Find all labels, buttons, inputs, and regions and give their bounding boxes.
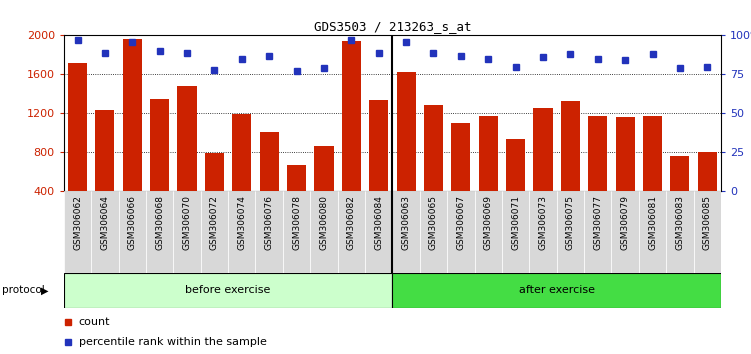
Bar (420, 191, 447, 273)
Bar (119, 191, 146, 273)
Bar (475, 191, 502, 273)
Bar (201, 191, 228, 273)
Bar (255, 191, 283, 273)
Text: GSM306082: GSM306082 (347, 195, 356, 250)
Bar (424, 104, 443, 230)
Text: GSM306073: GSM306073 (538, 195, 547, 250)
Bar (95, 110, 114, 230)
Text: GSM306085: GSM306085 (703, 195, 712, 250)
Bar (533, 108, 553, 230)
Bar (506, 138, 525, 230)
Text: protocol: protocol (2, 285, 44, 295)
Text: GSM306064: GSM306064 (101, 195, 110, 250)
Text: percentile rank within the sample: percentile rank within the sample (79, 337, 267, 347)
Text: GSM306068: GSM306068 (155, 195, 164, 250)
Text: count: count (79, 318, 110, 327)
Bar (561, 101, 580, 230)
Bar (260, 132, 279, 230)
Text: GSM306075: GSM306075 (566, 195, 575, 250)
Text: GSM306066: GSM306066 (128, 195, 137, 250)
Text: before exercise: before exercise (185, 285, 271, 295)
Bar (447, 191, 475, 273)
Text: GSM306084: GSM306084 (374, 195, 383, 250)
Bar (666, 191, 694, 273)
Text: GSM306076: GSM306076 (264, 195, 273, 250)
Bar (529, 191, 556, 273)
Text: GSM306081: GSM306081 (648, 195, 657, 250)
Bar (283, 191, 310, 273)
Text: GSM306069: GSM306069 (484, 195, 493, 250)
Text: GSM306077: GSM306077 (593, 195, 602, 250)
Bar (588, 116, 608, 230)
Bar (639, 191, 666, 273)
Text: ▶: ▶ (41, 285, 49, 295)
Bar (502, 191, 529, 273)
Text: GSM306078: GSM306078 (292, 195, 301, 250)
Bar (146, 191, 173, 273)
Bar (64, 273, 392, 308)
Text: GSM306070: GSM306070 (182, 195, 192, 250)
Text: GSM306062: GSM306062 (73, 195, 82, 250)
Bar (392, 191, 420, 273)
Bar (315, 146, 333, 230)
Text: after exercise: after exercise (519, 285, 595, 295)
Text: GSM306067: GSM306067 (457, 195, 466, 250)
Bar (365, 191, 392, 273)
Bar (338, 191, 365, 273)
Bar (232, 114, 252, 230)
Bar (584, 191, 611, 273)
Bar (671, 156, 689, 230)
Bar (611, 191, 639, 273)
Text: GSM306080: GSM306080 (319, 195, 328, 250)
Bar (228, 191, 255, 273)
Bar (64, 191, 91, 273)
Bar (68, 63, 87, 230)
Text: GSM306071: GSM306071 (511, 195, 520, 250)
Text: GSM306079: GSM306079 (620, 195, 629, 250)
Bar (478, 116, 498, 230)
Bar (342, 41, 361, 230)
Bar (122, 39, 142, 230)
Text: GSM306083: GSM306083 (675, 195, 684, 250)
Bar (397, 72, 415, 230)
Bar (177, 86, 197, 230)
Bar (150, 99, 169, 230)
Text: GSM306063: GSM306063 (402, 195, 411, 250)
Bar (369, 99, 388, 230)
Text: GSM306065: GSM306065 (429, 195, 438, 250)
Bar (643, 116, 662, 230)
Bar (392, 273, 721, 308)
Bar (310, 191, 338, 273)
Text: GSM306072: GSM306072 (210, 195, 219, 250)
Title: GDS3503 / 213263_s_at: GDS3503 / 213263_s_at (314, 20, 471, 33)
Text: GSM306074: GSM306074 (237, 195, 246, 250)
Bar (698, 152, 717, 230)
Bar (451, 123, 470, 230)
Bar (616, 117, 635, 230)
Bar (556, 191, 584, 273)
Bar (205, 153, 224, 230)
Bar (173, 191, 201, 273)
Bar (694, 191, 721, 273)
Bar (91, 191, 119, 273)
Bar (287, 165, 306, 230)
